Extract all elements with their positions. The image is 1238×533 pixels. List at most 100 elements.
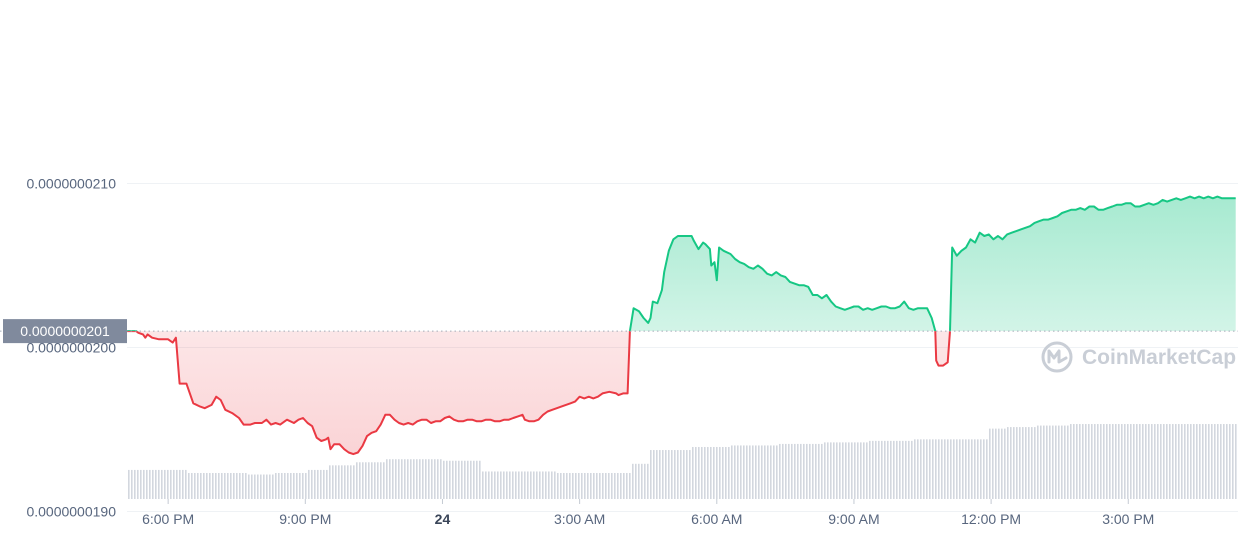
volume-bar [1106,424,1108,499]
volume-bar [296,472,298,499]
volume-bar [266,474,268,499]
volume-bar [515,471,517,499]
volume-bar [641,463,643,499]
volume-bar [338,465,340,499]
volume-bar [533,471,535,499]
volume-bar [551,471,553,499]
volume-bar [938,439,940,499]
volume-bar [131,469,133,499]
volume-bar [383,462,385,499]
x-axis: 6:00 PM 9:00 PM 24 3:00 AM 6:00 AM 9:00 AM 12:… [142,499,1154,527]
volume-bar [782,443,784,499]
volume-bar [1157,424,1159,499]
volume-bar [428,459,430,499]
volume-bar [377,462,379,499]
volume-bar [821,443,823,499]
area-below-reference [136,331,950,455]
volume-bar [149,469,151,499]
volume-bar [779,443,781,499]
volume-bar [1211,424,1213,499]
volume-bar [647,463,649,499]
volume-bar [152,469,154,499]
volume-bar [476,460,478,499]
volume-bar [1130,424,1132,499]
volume-bar [644,463,646,499]
volume-bar [386,459,388,499]
volume-bar [497,471,499,499]
volume-bar [812,443,814,499]
volume-bar [671,450,673,499]
volume-bar [209,472,211,499]
volume-bar [1202,424,1204,499]
volume-bar [1142,424,1144,499]
volume-bar [617,472,619,499]
volume-bar [1013,427,1015,499]
volume-bar [557,472,559,499]
volume-bar [188,472,190,499]
coinmarketcap-watermark: CoinMarketCap [1041,341,1236,373]
volume-bar [836,442,838,499]
volume-bar [1007,427,1009,499]
volume-bar [1139,424,1141,499]
volume-bar [680,450,682,499]
volume-bar [905,440,907,499]
volume-bar [1199,424,1201,499]
volume-bar [785,443,787,499]
price-line-down [127,331,951,456]
volume-bar [884,440,886,499]
volume-bar [548,471,550,499]
volume-bar [842,442,844,499]
volume-bar [242,472,244,499]
volume-bar [740,445,742,499]
volume-bar [866,442,868,499]
volume-bar [488,471,490,499]
volume-bar [815,443,817,499]
volume-bar [848,442,850,499]
volume-bar [272,474,274,499]
volume-bar [563,472,565,499]
volume-bar [473,460,475,499]
volume-bar [479,460,481,499]
volume-bar [275,472,277,499]
volume-bar [746,445,748,499]
volume-bar [803,443,805,499]
volume-bar [320,469,322,499]
volume-bar [851,442,853,499]
volume-bar [827,442,829,499]
volume-bar [1001,428,1003,499]
volume-bar [770,445,772,499]
volume-bar [239,472,241,499]
volume-bar [1004,428,1006,499]
volume-bar [776,445,778,499]
volume-bar [1037,425,1039,499]
volume-bar [230,472,232,499]
volume-bar [518,471,520,499]
volume-bar [1019,427,1021,499]
volume-bar [176,469,178,499]
volume-bar [263,474,265,499]
volume-bar [164,469,166,499]
volume-bar [830,442,832,499]
volume-bar [1118,424,1120,499]
volume-bar [593,472,595,499]
volume-bar [1181,424,1183,499]
reference-label: 0.0000000201 [20,323,110,339]
volume-bar [461,460,463,499]
volume-bar [290,472,292,499]
volume-bar [1232,424,1234,499]
volume-bar [446,460,448,499]
volume-bar [713,446,715,499]
volume-bar [317,469,319,499]
volume-bar [398,459,400,499]
volume-bar [512,471,514,499]
volume-bar [929,439,931,499]
volume-bar [1064,425,1066,499]
volume-bar [464,460,466,499]
volume-bar [1175,424,1177,499]
volume-bar [920,439,922,499]
volume-bar [161,469,163,499]
volume-bar [1178,424,1180,499]
volume-bar [410,459,412,499]
volume-bar [572,472,574,499]
